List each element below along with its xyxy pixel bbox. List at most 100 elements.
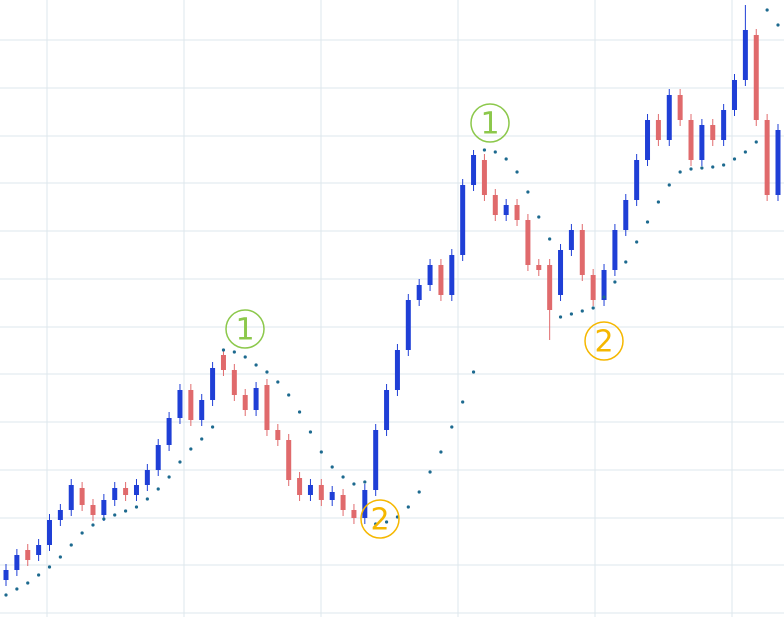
candle-body: [220, 355, 226, 370]
candle-body: [340, 495, 346, 510]
sar-dot: [80, 531, 84, 535]
annotation-label: 2: [370, 503, 389, 538]
sar-dot: [515, 170, 519, 174]
candle-body: [231, 370, 237, 395]
candle-body: [177, 390, 183, 418]
candle-body: [199, 400, 205, 420]
sar-dot: [765, 8, 769, 12]
candle-body: [210, 368, 216, 400]
sar-dot: [504, 157, 508, 161]
sar-dot: [722, 163, 726, 167]
sar-dot: [711, 165, 715, 169]
sar-dot: [613, 280, 617, 284]
candle-body: [710, 125, 716, 140]
sar-dot: [145, 497, 149, 501]
candle-body: [14, 555, 20, 570]
sar-dot: [47, 565, 52, 569]
candle-body: [427, 265, 433, 285]
candle-body: [90, 505, 96, 515]
candle-body: [394, 350, 400, 390]
candle-body: [547, 265, 553, 310]
candle-body: [492, 195, 498, 215]
candle-body: [155, 445, 161, 470]
sar-dot: [352, 482, 356, 486]
sar-dot: [124, 509, 128, 513]
sar-dot: [754, 140, 758, 144]
sar-dot: [15, 587, 19, 591]
candle-body: [503, 205, 509, 215]
sar-dot: [341, 475, 345, 479]
candle-body: [764, 120, 770, 195]
candle-body: [46, 520, 52, 545]
candle-body: [688, 120, 694, 160]
candle-body: [133, 485, 139, 495]
sar-dot: [200, 437, 204, 441]
sar-dot: [461, 400, 465, 404]
candle-body: [264, 385, 270, 430]
candle-body: [753, 35, 759, 120]
annotation-circle: [584, 321, 624, 361]
candle-body: [112, 488, 118, 500]
candle-body: [362, 490, 368, 518]
sar-dot: [667, 183, 671, 187]
sar-dot: [221, 348, 226, 352]
candle-body: [416, 285, 422, 300]
sar-dot: [102, 517, 106, 521]
sar-dot: [37, 573, 41, 577]
sar-dot: [156, 487, 160, 491]
sar-dot: [482, 148, 487, 152]
sar-dot: [450, 425, 454, 429]
candle-body: [612, 230, 618, 270]
candle-body: [645, 120, 651, 160]
sar-dot: [134, 505, 139, 509]
sar-dot: [624, 260, 628, 264]
candle-body: [655, 120, 661, 140]
candle-body: [373, 430, 379, 490]
sar-dot: [591, 306, 595, 310]
candle-body: [579, 230, 585, 275]
sar-dot: [113, 513, 117, 517]
sar-dot: [287, 393, 291, 397]
candle-body: [68, 485, 74, 510]
sar-dot: [439, 450, 443, 454]
sar-dot: [4, 593, 8, 597]
annotation-label: 2: [594, 325, 613, 360]
candle-body: [297, 478, 303, 495]
sar-dot: [776, 23, 780, 27]
sar-dot: [548, 237, 552, 241]
candle-body: [318, 485, 324, 500]
candle-body: [307, 485, 313, 495]
candle-body: [732, 80, 738, 110]
sar-dot: [178, 460, 182, 464]
candle-body: [188, 390, 194, 420]
candle-body: [666, 95, 672, 140]
candle-body: [775, 130, 781, 195]
sar-dot: [493, 150, 497, 154]
sar-dot: [69, 543, 73, 547]
sar-dot: [58, 555, 62, 559]
sar-dot: [602, 295, 606, 299]
candle-body: [481, 160, 487, 195]
sar-dot: [743, 150, 747, 154]
candle-body: [286, 440, 292, 480]
candle-body: [590, 275, 596, 300]
sar-dot: [580, 309, 584, 313]
sar-dot: [243, 355, 247, 359]
annotation-label: 1: [480, 107, 499, 142]
sar-dot: [732, 157, 737, 161]
sar-dot: [700, 166, 704, 170]
candle-body: [242, 395, 248, 410]
sar-dot: [254, 363, 258, 367]
annotation-circle: [225, 309, 265, 349]
candle-body: [634, 160, 640, 200]
candle-body: [699, 125, 705, 160]
sar-dot: [678, 170, 682, 174]
sar-dot: [189, 447, 193, 451]
candle-body: [449, 255, 455, 295]
candle-body: [351, 510, 357, 518]
candle-body: [166, 418, 172, 445]
annotation-circle: [360, 499, 400, 539]
sar-dot: [417, 490, 421, 494]
candle-body: [405, 300, 411, 350]
